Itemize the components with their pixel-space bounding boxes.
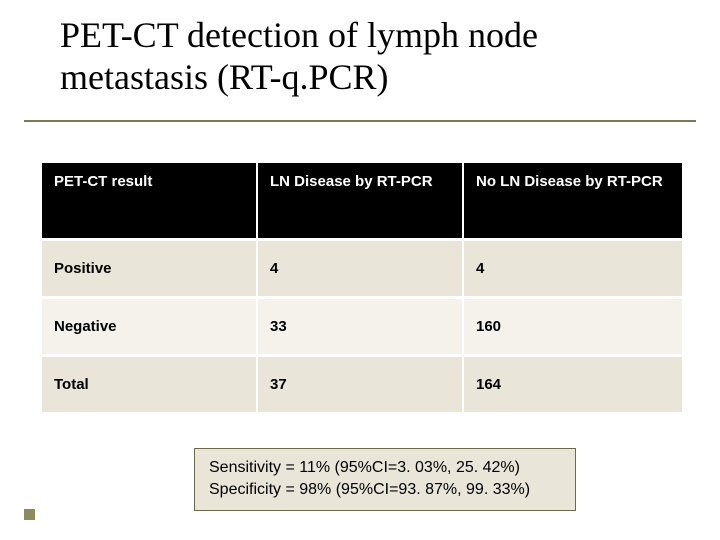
results-table: PET-CT result LN Disease by RT-PCR No LN…	[40, 160, 684, 415]
table-row: Total 37 164	[41, 356, 683, 414]
row-label: Positive	[41, 240, 257, 298]
table-header-cell: No LN Disease by RT-PCR	[463, 162, 683, 240]
table-cell: 160	[463, 298, 683, 356]
corner-accent-icon	[24, 509, 35, 520]
table-header-cell: LN Disease by RT-PCR	[257, 162, 463, 240]
table-cell: 37	[257, 356, 463, 414]
table-cell: 4	[463, 240, 683, 298]
slide-title: PET-CT detection of lymph node metastasi…	[60, 14, 670, 99]
table-cell: 4	[257, 240, 463, 298]
stats-box: Sensitivity = 11% (95%CI=3. 03%, 25. 42%…	[194, 448, 576, 511]
row-label: Total	[41, 356, 257, 414]
table-header-row: PET-CT result LN Disease by RT-PCR No LN…	[41, 162, 683, 240]
row-label: Negative	[41, 298, 257, 356]
sensitivity-text: Sensitivity = 11% (95%CI=3. 03%, 25. 42%…	[209, 457, 561, 479]
table-row: Positive 4 4	[41, 240, 683, 298]
table-row: Negative 33 160	[41, 298, 683, 356]
table-cell: 33	[257, 298, 463, 356]
slide: PET-CT detection of lymph node metastasi…	[0, 0, 720, 540]
specificity-text: Specificity = 98% (95%CI=93. 87%, 99. 33…	[209, 479, 561, 501]
title-underline	[24, 120, 696, 122]
table-header-cell: PET-CT result	[41, 162, 257, 240]
table-cell: 164	[463, 356, 683, 414]
